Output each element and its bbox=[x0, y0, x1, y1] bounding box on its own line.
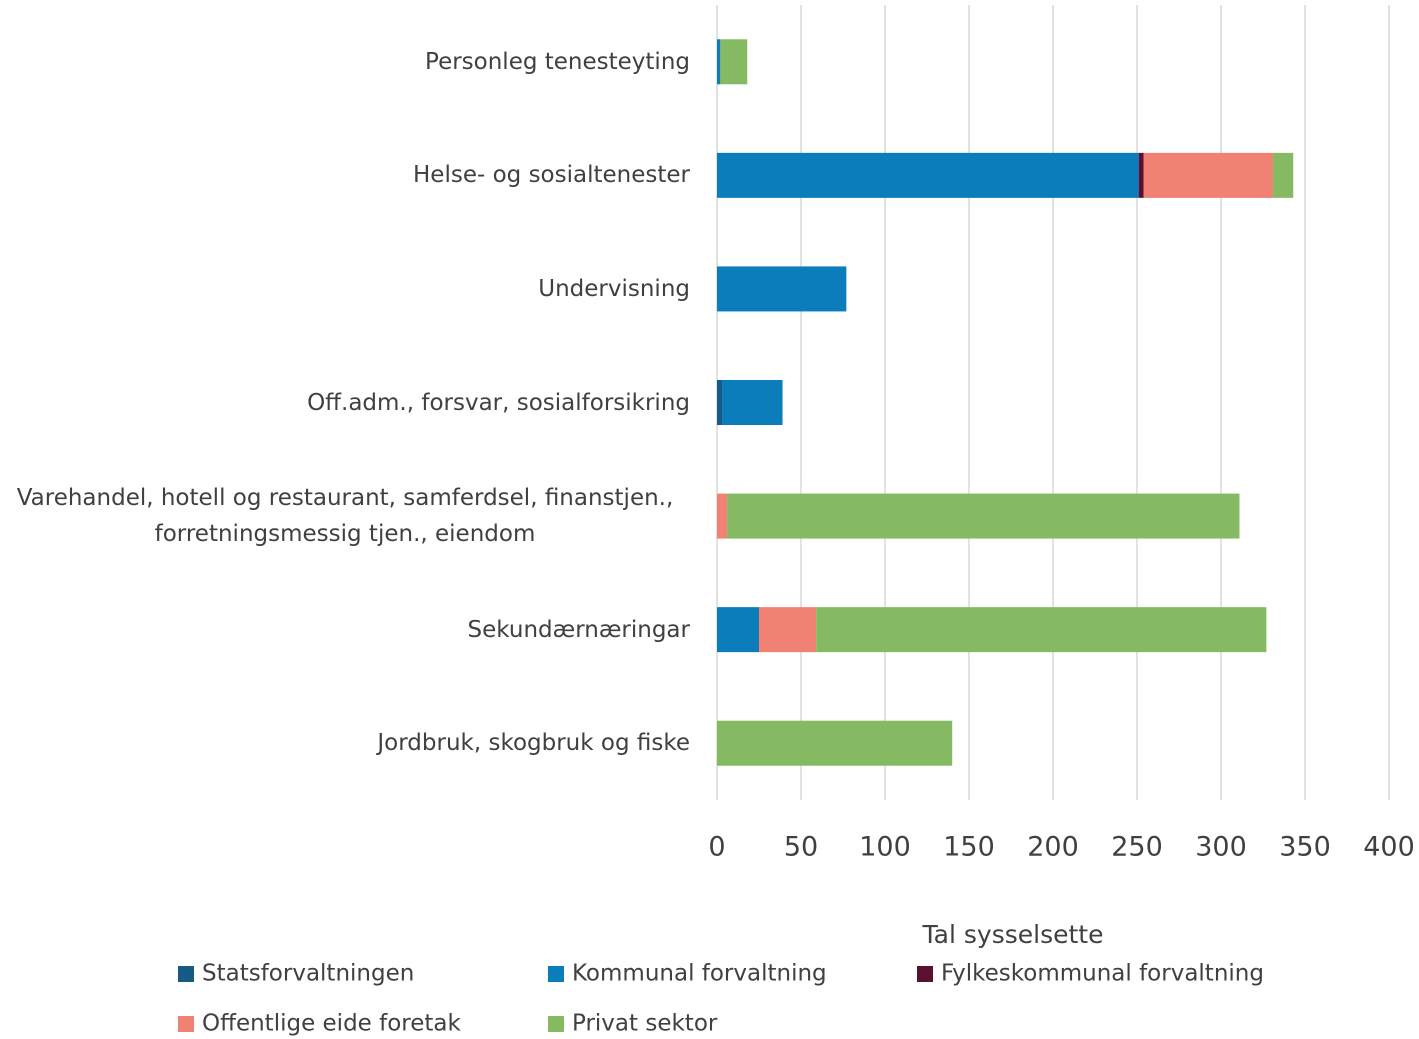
legend-swatch bbox=[178, 966, 194, 982]
legend-label: Statsforvaltningen bbox=[202, 961, 414, 987]
x-tick-label: 100 bbox=[859, 832, 911, 863]
x-tick-label: 150 bbox=[943, 832, 995, 863]
y-tick-label: Personleg tenesteyting bbox=[425, 48, 690, 75]
legend-label: Fylkeskommunal forvaltning bbox=[941, 961, 1264, 987]
bar-segment bbox=[1138, 152, 1144, 198]
y-tick-label: Undervisning bbox=[538, 275, 690, 302]
x-tick-label: 350 bbox=[1279, 832, 1331, 863]
x-tick-label: 0 bbox=[708, 832, 725, 863]
bar-segment bbox=[717, 607, 759, 653]
bar-segment bbox=[816, 607, 1267, 653]
y-tick-label: Off.adm., forsvar, sosialforsikring bbox=[307, 389, 690, 416]
bar-segment bbox=[717, 493, 728, 539]
x-tick-label: 300 bbox=[1195, 832, 1247, 863]
bar-segment bbox=[717, 380, 723, 425]
bar-segment bbox=[759, 607, 817, 653]
bar-segment bbox=[717, 720, 953, 766]
bar-segment bbox=[717, 39, 721, 85]
x-axis-title: Tal sysselsette bbox=[922, 920, 1104, 949]
y-tick-label: Helse- og sosialtenester bbox=[413, 162, 690, 189]
y-tick-label: Sekundærnæringar bbox=[467, 616, 691, 643]
legend-swatch bbox=[178, 1016, 194, 1032]
legend-label: Kommunal forvaltning bbox=[572, 961, 827, 987]
legend-label: Offentlige eide foretak bbox=[202, 1011, 462, 1037]
bar-segment bbox=[1273, 152, 1294, 198]
y-tick-label: Varehandel, hotell og restaurant, samfer… bbox=[16, 485, 674, 548]
bar-segment bbox=[720, 39, 748, 85]
x-tick-label: 250 bbox=[1111, 832, 1163, 863]
legend-swatch bbox=[548, 966, 564, 982]
bar-segment bbox=[717, 266, 847, 312]
bar-segment bbox=[727, 493, 1240, 539]
x-tick-label: 50 bbox=[784, 832, 818, 863]
legend-label: Privat sektor bbox=[572, 1011, 718, 1037]
legend-swatch bbox=[917, 966, 933, 982]
y-tick-label: Jordbruk, skogbruk og fiske bbox=[377, 730, 690, 757]
bar-segment bbox=[717, 152, 1139, 198]
legend-swatch bbox=[548, 1016, 564, 1032]
x-tick-label: 400 bbox=[1363, 832, 1415, 863]
bar-segment bbox=[1143, 152, 1274, 198]
bar-segment bbox=[722, 380, 783, 425]
x-tick-label: 200 bbox=[1027, 832, 1079, 863]
